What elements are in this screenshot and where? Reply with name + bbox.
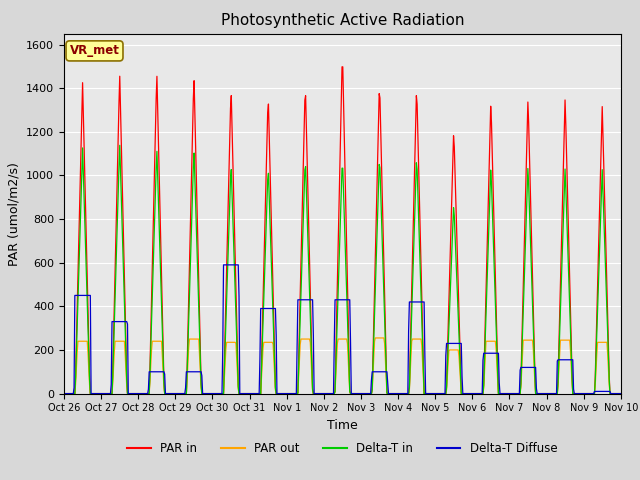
PAR in (338, 64, 346, 70)
Text: VR_met: VR_met (70, 44, 120, 58)
Delta-T Diffuse (70, 385, 78, 391)
Delta-T Diffuse (220, 262, 227, 268)
Delta-T in (617, 391, 625, 396)
Delta-T in (185, 318, 193, 324)
PAR out (617, 391, 625, 396)
Delta-T Diffuse (214, 391, 221, 396)
PAR out (428, 391, 435, 396)
X-axis label: Time: Time (327, 419, 358, 432)
Delta-T in (428, 391, 435, 396)
PAR in (214, 391, 221, 396)
Delta-T in (116, 143, 124, 148)
PAR out (70, 391, 78, 396)
PAR out (60, 391, 68, 396)
PAR out (127, 391, 135, 396)
Delta-T Diffuse (411, 299, 419, 305)
Y-axis label: PAR (umol/m2/s): PAR (umol/m2/s) (8, 162, 20, 265)
Delta-T Diffuse (428, 391, 435, 396)
Line: PAR out: PAR out (64, 338, 621, 394)
Delta-T in (70, 391, 78, 396)
Delta-T in (214, 391, 222, 396)
Line: PAR in: PAR in (64, 67, 621, 394)
PAR in (70, 391, 78, 396)
Delta-T Diffuse (617, 391, 625, 396)
Delta-T in (411, 210, 419, 216)
Line: Delta-T in: Delta-T in (64, 145, 621, 394)
PAR in (428, 391, 435, 396)
PAR out (214, 391, 221, 396)
PAR in (60, 391, 68, 396)
Line: Delta-T Diffuse: Delta-T Diffuse (64, 265, 621, 394)
PAR out (371, 335, 379, 341)
Delta-T Diffuse (60, 391, 68, 396)
Delta-T Diffuse (127, 391, 135, 396)
Delta-T in (60, 391, 68, 396)
PAR in (617, 391, 625, 396)
PAR in (184, 330, 192, 336)
Delta-T in (128, 391, 136, 396)
Title: Photosynthetic Active Radiation: Photosynthetic Active Radiation (221, 13, 464, 28)
Legend: PAR in, PAR out, Delta-T in, Delta-T Diffuse: PAR in, PAR out, Delta-T in, Delta-T Dif… (123, 437, 562, 460)
PAR out (184, 361, 192, 367)
PAR in (411, 157, 419, 163)
PAR in (127, 391, 135, 396)
PAR out (411, 336, 419, 342)
Delta-T Diffuse (184, 369, 192, 375)
